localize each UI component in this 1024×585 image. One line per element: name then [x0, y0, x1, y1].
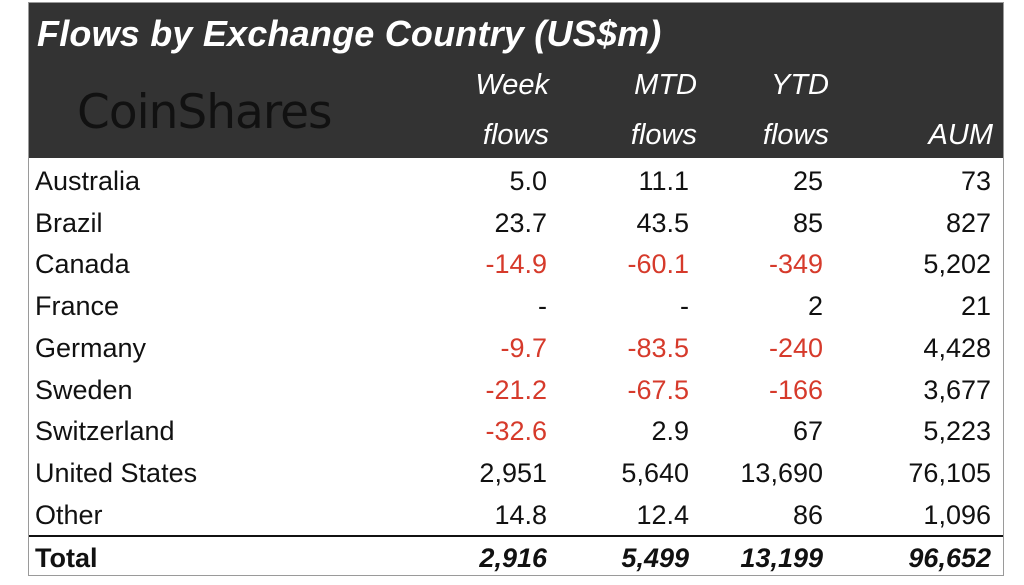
- country-cell: United States: [35, 457, 198, 488]
- aum-cell: 73: [960, 166, 991, 196]
- ytd-cell: 67: [792, 416, 823, 447]
- ytd-cell: -166: [768, 374, 823, 405]
- table-title: Flows by Exchange Country (US$m): [37, 13, 662, 54]
- aum-cell: 76,105: [908, 457, 991, 488]
- ytd-cell: -240: [768, 332, 823, 363]
- aum-cell: 4,428: [923, 332, 991, 363]
- week-cell: 5.0: [509, 166, 547, 196]
- mtd-cell: 2.9: [651, 416, 689, 447]
- aum-cell: 1,096: [923, 499, 991, 530]
- week-cell: -: [538, 291, 547, 322]
- country-cell: France: [35, 291, 120, 322]
- col-aum-line2: AUM: [928, 119, 993, 151]
- ytd-cell: 2: [807, 291, 823, 322]
- ytd-cell: 85: [792, 207, 823, 238]
- country-cell: Other: [35, 499, 103, 530]
- table-row: Australia 5.0 11.1 25 73: [29, 160, 1003, 202]
- week-cell: -32.6: [485, 416, 547, 447]
- week-cell: 2,951: [479, 457, 547, 488]
- total-mtd: 5,499: [621, 543, 689, 573]
- mtd-cell: 43.5: [636, 207, 689, 238]
- table-row: France - - 2 21: [29, 285, 1003, 327]
- mtd-cell: -: [680, 291, 689, 322]
- mtd-cell: -60.1: [627, 249, 689, 280]
- week-cell: 14.8: [494, 499, 547, 530]
- country-cell: Australia: [35, 166, 141, 196]
- total-ytd: 13,199: [740, 543, 823, 573]
- country-cell: Germany: [35, 332, 147, 363]
- aum-cell: 5,223: [923, 416, 991, 447]
- country-cell: Canada: [35, 249, 130, 280]
- table-row: Germany -9.7 -83.5 -240 4,428: [29, 327, 1003, 369]
- ytd-cell: -349: [768, 249, 823, 280]
- country-cell: Switzerland: [35, 416, 175, 447]
- aum-cell: 5,202: [923, 249, 991, 280]
- mtd-cell: 12.4: [636, 499, 689, 530]
- aum-cell: 21: [960, 291, 991, 322]
- mtd-cell: 5,640: [621, 457, 689, 488]
- col-mtd-line2: flows: [630, 119, 697, 151]
- col-ytd-line2: flows: [762, 119, 829, 151]
- coinshares-logo: CoinShares: [77, 85, 333, 140]
- total-label: Total: [35, 543, 98, 573]
- week-cell: -9.7: [500, 332, 547, 363]
- ytd-cell: 13,690: [740, 457, 823, 488]
- flows-table: Flows by Exchange Country (US$m) CoinSha…: [28, 2, 1004, 576]
- table-row: United States 2,951 5,640 13,690 76,105: [29, 452, 1003, 494]
- week-cell: -14.9: [485, 249, 547, 280]
- col-mtd-line1: MTD: [634, 69, 697, 101]
- mtd-cell: -83.5: [627, 332, 689, 363]
- table-row: Switzerland -32.6 2.9 67 5,223: [29, 410, 1003, 452]
- table-row: Sweden -21.2 -67.5 -166 3,677: [29, 369, 1003, 411]
- table-row: Canada -14.9 -60.1 -349 5,202: [29, 243, 1003, 285]
- table-header: Flows by Exchange Country (US$m) CoinSha…: [29, 3, 1003, 158]
- col-week-line2: flows: [482, 119, 549, 151]
- aum-cell: 3,677: [923, 374, 991, 405]
- mtd-cell: 11.1: [638, 166, 689, 196]
- week-cell: -21.2: [485, 374, 547, 405]
- ytd-cell: 86: [792, 499, 823, 530]
- country-cell: Brazil: [35, 207, 103, 238]
- total-row: Total 2,916 5,499 13,199 96,652: [29, 535, 1003, 579]
- aum-cell: 827: [945, 207, 991, 238]
- mtd-cell: -67.5: [627, 374, 689, 405]
- total-week: 2,916: [479, 543, 547, 573]
- week-cell: 23.7: [494, 207, 547, 238]
- country-cell: Sweden: [35, 374, 133, 405]
- total-aum: 96,652: [908, 543, 991, 573]
- table-row: Brazil 23.7 43.5 85 827: [29, 202, 1003, 244]
- col-week-line1: Week: [475, 69, 549, 101]
- col-ytd-line1: YTD: [771, 69, 829, 101]
- ytd-cell: 25: [792, 166, 823, 196]
- table-row: Other 14.8 12.4 86 1,096: [29, 494, 1003, 536]
